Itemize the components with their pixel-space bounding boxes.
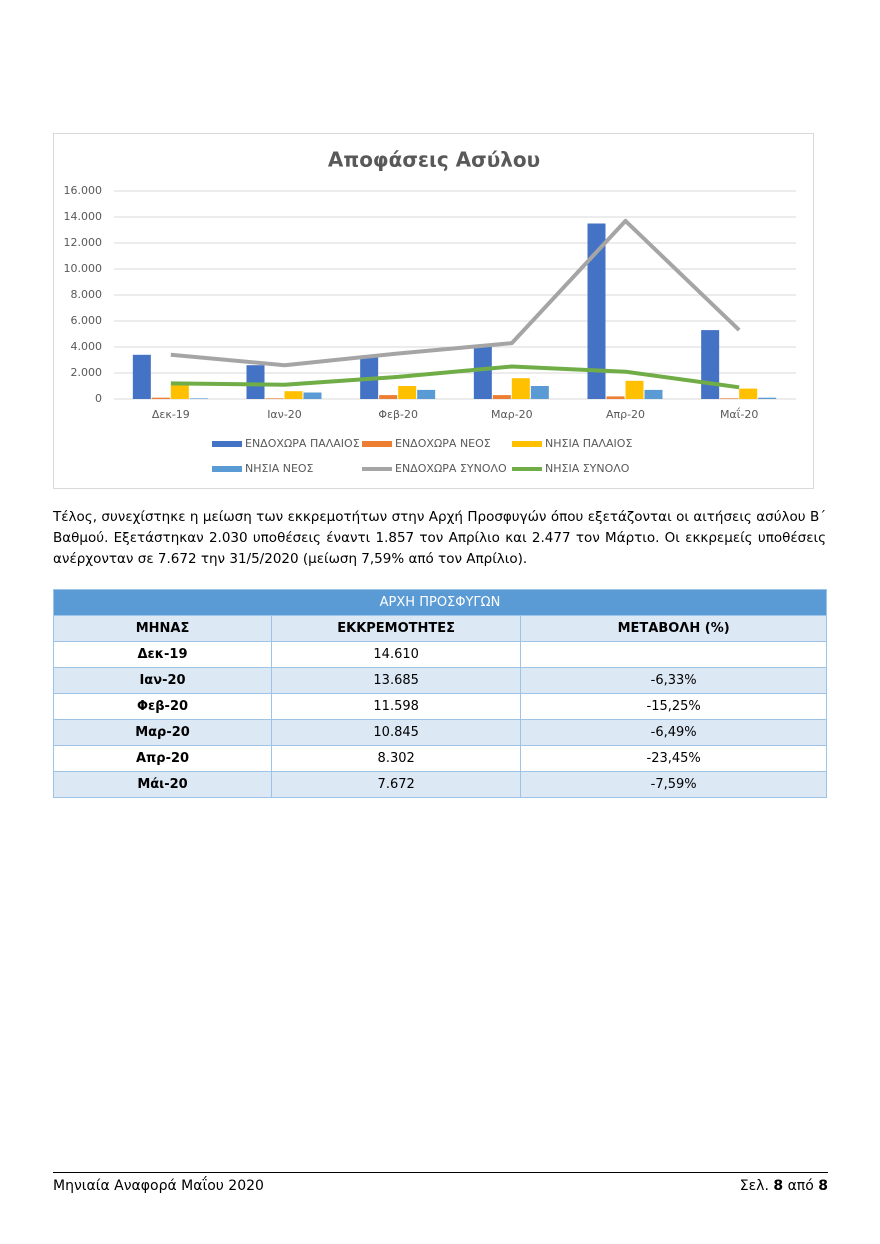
bar	[492, 395, 511, 399]
table-row: Μαρ-20 10.845 -6,49%	[52, 719, 827, 746]
footer-title: Μηνιαία Αναφορά Μαΐου 2020	[53, 1178, 264, 1194]
table-row: Φεβ-20 11.598 -15,25%	[52, 693, 827, 720]
table-cell: 14.610	[271, 641, 522, 668]
table-row: Μάι-20 7.672 -7,59%	[52, 771, 827, 798]
table-cell: -7,59%	[520, 771, 827, 798]
table-row: Απρ-20 8.302 -23,45%	[52, 745, 827, 772]
column-header: ΕΚΚΡΕΜΟΤΗΤΕΣ	[271, 615, 522, 642]
table-cell: -15,25%	[520, 693, 827, 720]
bar	[398, 386, 417, 399]
table-cell: Απρ-20	[52, 745, 273, 772]
table-cell: 7.672	[271, 771, 522, 798]
y-tick-label: 2.000	[71, 366, 103, 379]
table-title: ΑΡΧΗ ΠΡΟΣΦΥΓΩΝ	[53, 589, 827, 616]
bar	[720, 398, 739, 399]
line	[170, 364, 740, 390]
bar	[511, 378, 530, 399]
bar	[246, 365, 265, 399]
table-cell: 13.685	[271, 667, 522, 694]
column-header: ΜΕΤΑΒΟΛΗ (%)	[520, 615, 827, 642]
table-cell: 10.845	[271, 719, 522, 746]
bar	[758, 397, 777, 399]
table-cell: -6,33%	[520, 667, 827, 694]
table: ΑΡΧΗ ΠΡΟΣΦΥΓΩΝ ΜΗΝΑΣ ΕΚΚΡΕΜΟΤΗΤΕΣ ΜΕΤΑΒΟΛΗ …	[52, 589, 827, 798]
bar	[265, 398, 284, 399]
bar	[379, 395, 398, 399]
legend-label: ΕΝΔΟΧΩΡΑ ΝΕΟΣ	[395, 437, 491, 450]
x-tick-label: Φεβ-20	[378, 408, 418, 421]
table-row: Ιαν-20 13.685 -6,33%	[52, 667, 827, 694]
legend-marker	[212, 441, 242, 447]
table-cell: Δεκ-19	[52, 641, 273, 668]
legend-label: ΕΝΔΟΧΩΡΑ ΠΑΛΑΙΟΣ	[245, 437, 360, 450]
legend-marker	[212, 466, 242, 472]
table-row: Δεκ-19 14.610	[52, 641, 827, 668]
table-cell: Μάι-20	[52, 771, 273, 798]
page-prefix: Σελ.	[739, 1178, 769, 1194]
bar	[625, 380, 644, 399]
table-cell: Φεβ-20	[52, 693, 273, 720]
x-tick-label: Μαΐ-20	[720, 407, 758, 421]
bar	[189, 398, 208, 399]
y-tick-label: 10.000	[64, 262, 103, 275]
legend-label: ΝΗΣΙΑ ΠΑΛΑΙΟΣ	[545, 437, 632, 450]
legend-label: ΕΝΔΟΧΩΡΑ ΣΥΝΟΛΟ	[395, 462, 507, 475]
y-tick-label: 8.000	[71, 288, 103, 301]
x-tick-label: Δεκ-19	[152, 408, 190, 421]
bar	[473, 347, 492, 399]
bar	[151, 397, 170, 399]
table-cell: 8.302	[271, 745, 522, 772]
bar	[644, 389, 663, 399]
y-tick-label: 14.000	[64, 210, 103, 223]
table-cell: Ιαν-20	[52, 667, 273, 694]
y-tick-label: 12.000	[64, 236, 103, 249]
page-sep: από	[787, 1178, 814, 1194]
bar	[284, 391, 303, 399]
legend-marker	[512, 441, 542, 447]
footer: Μηνιαία Αναφορά Μαΐου 2020 Σελ. 8 από 8	[53, 1172, 828, 1194]
bar	[587, 223, 606, 399]
pages: 8	[818, 1178, 828, 1194]
chart-title: Αποφάσεις Ασύλου	[328, 148, 540, 172]
table-cell: 11.598	[271, 693, 522, 720]
title-row: ΑΡΧΗ ΠΡΟΣΦΥΓΩΝ	[53, 589, 827, 616]
chart: Αποφάσεις Ασύλου 0 2.000 4.000 6.000 8.000 10…	[53, 133, 814, 489]
bar	[739, 388, 758, 399]
page: 8	[773, 1178, 784, 1194]
table-cell	[520, 641, 827, 668]
bar	[530, 386, 549, 399]
legend-marker	[362, 441, 392, 447]
line	[170, 218, 741, 368]
page-number: Σελ. 8 από 8	[740, 1178, 828, 1194]
paragraph: Τέλος, συνεχίστηκε η μείωση των εκκρεμοτ…	[53, 509, 826, 567]
x-tick-label: Μαρ-20	[491, 408, 533, 421]
table-cell: Μαρ-20	[52, 719, 273, 746]
y-tick-label: 4.000	[71, 340, 103, 353]
bar	[417, 389, 436, 399]
x-tick-label: Ιαν-20	[267, 408, 302, 421]
legend-label: ΝΗΣΙΑ ΝΕΟΣ	[245, 462, 314, 475]
y-tick-label: 0	[95, 392, 102, 405]
header-row: ΜΗΝΑΣ ΕΚΚΡΕΜΟΤΗΤΕΣ ΜΕΤΑΒΟΛΗ (%)	[52, 615, 827, 642]
bar	[132, 354, 151, 399]
table-cell: -6,49%	[520, 719, 827, 746]
bar	[170, 384, 189, 399]
y-tick-label: 16.000	[64, 184, 103, 197]
y-tick-label: 6.000	[71, 314, 103, 327]
bar	[303, 392, 322, 399]
x-tick-label: Απρ-20	[606, 408, 645, 421]
table-cell: -23,45%	[520, 745, 827, 772]
legend-label: ΝΗΣΙΑ ΣΥΝΟΛΟ	[545, 462, 630, 475]
column-header: ΜΗΝΑΣ	[52, 615, 273, 642]
bar	[606, 396, 625, 399]
bar	[701, 330, 720, 399]
